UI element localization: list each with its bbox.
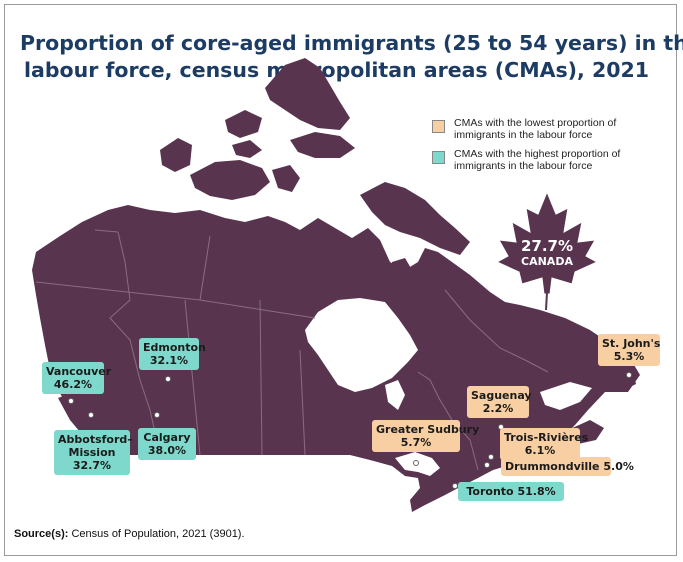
cma-marker-drummondville [484, 462, 490, 468]
cma-name: Greater Sudbury [376, 423, 480, 436]
cma-value: 5.3% [613, 350, 645, 363]
cma-marker-calgary [154, 412, 160, 418]
vancouver-island [58, 395, 88, 432]
source-text: Census of Population, 2021 (3901). [68, 528, 245, 540]
devon-island [290, 132, 355, 158]
cma-label-vancouver: Vancouver 46.2% [42, 362, 112, 394]
cma-name: Vancouver [46, 365, 112, 378]
national-label: CANADA [521, 255, 573, 268]
title-line-1: Proportion of core-aged immigrants (25 t… [20, 31, 683, 55]
hudson-bay [305, 298, 418, 392]
gulf-water [540, 382, 592, 410]
cma-value: 32.1% [149, 354, 189, 367]
title-line-2: labour force, census metropolitan areas … [23, 58, 650, 82]
cma-label-saguenay: Saguenay 2.2% [467, 386, 532, 418]
source-label: Source(s): [14, 528, 69, 540]
national-percentage: 27.7% [520, 237, 574, 255]
cma-value: 6.1% [524, 444, 556, 457]
provincial-borders [35, 229, 549, 471]
cma-name: Abbotsford– Mission [58, 433, 133, 459]
queen-elizabeth-islands [225, 110, 262, 138]
cma-label-st-johns: St. John's 5.3% [598, 334, 660, 366]
victoria-island [190, 160, 270, 200]
ellesmere-island [265, 58, 350, 130]
source-note: Source(s): Census of Population, 2021 (3… [14, 528, 245, 540]
cma-marker-vancouver [68, 398, 74, 404]
cma-marker-trois-rivieres [488, 454, 494, 460]
cma-value: 51.8% [517, 485, 556, 498]
national-value: 27.7% CANADA [497, 237, 597, 268]
cma-name: Drummondville [505, 460, 600, 473]
map-title: Proportion of core-aged immigrants (25 t… [20, 30, 683, 84]
cma-label-calgary: Calgary 38.0% [138, 428, 196, 460]
cma-name: Trois-Rivières [504, 431, 589, 444]
cma-name: St. John's [602, 337, 661, 350]
cma-value: 32.7% [72, 459, 112, 472]
cma-value: 46.2% [53, 378, 93, 391]
legend-swatch-highest [432, 151, 445, 164]
cma-name: Edmonton [143, 341, 206, 354]
maple-leaf-stem [545, 291, 548, 311]
cma-marker-st-johns [626, 372, 632, 378]
legend-label-lowest: CMAs with the lowest proportion of immig… [454, 117, 617, 141]
cma-value: 2.2% [482, 402, 514, 415]
bathurst-island [232, 140, 262, 158]
cma-name: Saguenay [471, 389, 532, 402]
cma-marker-sudbury [413, 460, 419, 466]
cma-label-drummondville: Drummondville 5.0% [501, 457, 634, 476]
southampton-island [392, 258, 412, 278]
prince-of-wales-island [272, 165, 300, 192]
legend-swatch-lowest [432, 120, 445, 133]
cma-name: Calgary [143, 431, 191, 444]
cma-label-abbotsford: Abbotsford– Mission 32.7% [54, 430, 133, 475]
banks-island [160, 138, 192, 172]
cma-marker-edmonton [165, 376, 171, 382]
cma-value: 38.0% [147, 444, 187, 457]
cma-name: Toronto [466, 485, 514, 498]
cma-value: 5.7% [400, 436, 432, 449]
baffin-island [360, 182, 470, 255]
cma-marker-toronto [452, 483, 458, 489]
legend-label-highest: CMAs with the highest proportion of immi… [454, 148, 621, 172]
james-bay [385, 380, 405, 410]
cma-marker-abbotsford [88, 412, 94, 418]
cma-label-sudbury: Greater Sudbury 5.7% [372, 420, 480, 452]
cma-value: 5.0% [603, 460, 634, 473]
cma-label-trois-rivieres: Trois-Rivières 6.1% [500, 428, 589, 460]
cma-label-toronto: Toronto 51.8% [458, 482, 564, 501]
cma-label-edmonton: Edmonton 32.1% [139, 338, 206, 370]
